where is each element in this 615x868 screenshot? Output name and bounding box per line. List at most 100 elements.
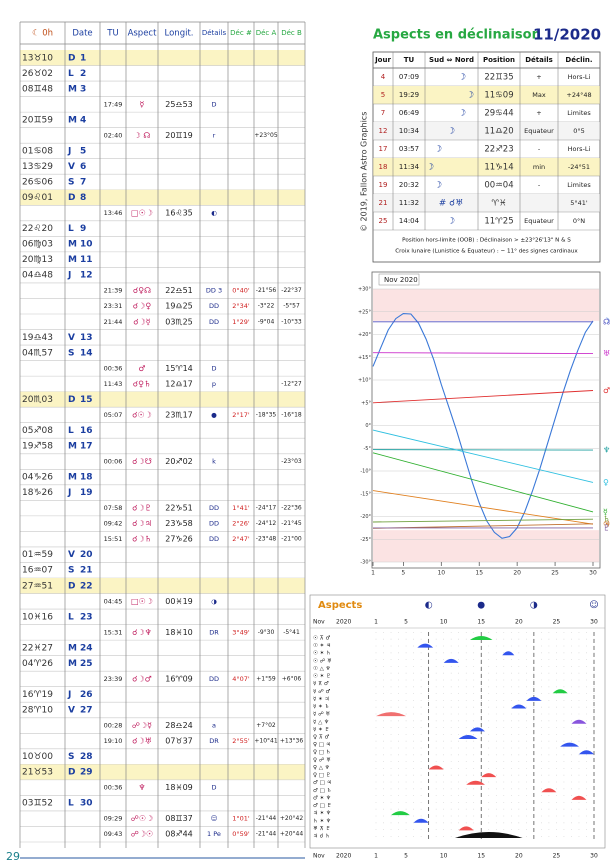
decl-details: - bbox=[538, 181, 541, 189]
cell-longit: 20♐02 bbox=[165, 457, 193, 466]
cell-day: 7 bbox=[80, 178, 86, 188]
cell-weekday: D bbox=[68, 395, 75, 405]
y-tick-label: -20° bbox=[360, 514, 371, 520]
aspect-bump bbox=[417, 643, 434, 648]
cell-longit: 22♑51 bbox=[165, 504, 193, 513]
aspect-label: ♃ ✶ ♆ bbox=[313, 810, 331, 817]
decl-jour: 21 bbox=[379, 199, 388, 207]
header-cell: Longit. bbox=[165, 29, 194, 39]
cell-longit: 25♎53 bbox=[165, 100, 193, 109]
cell-details: D bbox=[211, 784, 216, 792]
chart-title: Nov 2020 bbox=[384, 276, 418, 284]
aspect-label: ☿ ☍ ♅ bbox=[313, 711, 330, 718]
cell-longit: 16♈09 bbox=[165, 674, 193, 683]
aspect-label: ☉ ✶ ♃ bbox=[313, 642, 331, 649]
cell-aspect: ☍☽☉ bbox=[131, 830, 153, 839]
cell-longit: 12♎17 bbox=[165, 379, 193, 388]
cell-dec: 3°49' bbox=[232, 628, 250, 636]
cell-weekday: D bbox=[68, 53, 75, 63]
decl-details: + bbox=[536, 73, 541, 81]
cell-day: 5 bbox=[80, 146, 86, 156]
row-highlight bbox=[20, 391, 305, 408]
aspect-label: ♂ □ ♄ bbox=[313, 787, 332, 794]
decl-note: Position hors-limite (OOB) : Déclinaison… bbox=[402, 237, 571, 244]
series-label: ♀ bbox=[603, 478, 609, 487]
x-tick-label: 25 bbox=[553, 853, 561, 860]
cell-day: 18 bbox=[80, 473, 93, 483]
decl-sud-nord: ☽ bbox=[447, 217, 455, 227]
series-label: ♂ bbox=[603, 386, 610, 395]
aspect-label: ♄ ✶ ♆ bbox=[313, 817, 331, 824]
decl-sud-nord: ☽ bbox=[466, 91, 474, 101]
cell-weekday: S bbox=[68, 178, 74, 188]
aspect-bump bbox=[502, 651, 515, 656]
cell-dec-a: -9°30 bbox=[258, 629, 275, 636]
cell-weekday: S bbox=[68, 752, 74, 762]
cell-moon: 01♒59 bbox=[22, 550, 53, 560]
cell-weekday: L bbox=[68, 799, 74, 809]
cell-tu: 09:42 bbox=[104, 520, 123, 528]
cell-aspect: ☌☽☿ bbox=[133, 317, 150, 326]
cell-aspect: ☌☽☋ bbox=[132, 457, 152, 466]
cell-longit: 20♊19 bbox=[165, 131, 193, 140]
decl-sud-nord: ☽ bbox=[447, 127, 455, 137]
x-tick-label: 1 bbox=[374, 853, 378, 860]
cell-dec-a: +1°59 bbox=[256, 675, 276, 682]
cell-aspect: ☌♀☊ bbox=[133, 286, 151, 295]
cell-dec-b: -5°41 bbox=[283, 629, 300, 636]
series-line bbox=[372, 313, 594, 539]
decl-jour: 12 bbox=[379, 127, 388, 135]
aspect-bump bbox=[469, 636, 493, 640]
decl-declin: Hors-Li bbox=[568, 145, 591, 153]
cell-day: 8 bbox=[80, 193, 86, 203]
cell-moon: 04♎48 bbox=[22, 271, 53, 281]
x-tick-label: 10 bbox=[440, 619, 448, 626]
header-cell: Déc A bbox=[256, 29, 277, 37]
cell-day: 3 bbox=[80, 84, 86, 94]
x-tick-label: 10 bbox=[440, 853, 448, 860]
cell-moon: 22♓27 bbox=[22, 643, 53, 653]
decl-header: Jour bbox=[374, 56, 391, 64]
phase-symbol: ☺ bbox=[589, 600, 598, 611]
decl-header: TU bbox=[404, 56, 415, 64]
x-tick-label: 30 bbox=[590, 619, 598, 626]
x-tick-label: 20 bbox=[515, 853, 523, 860]
aspect-bump bbox=[469, 727, 485, 732]
decl-header: Déclin. bbox=[565, 56, 592, 64]
aspect-label: ☿ △ ♆ bbox=[313, 718, 329, 725]
cell-day: 23 bbox=[80, 612, 93, 622]
timeline-title: Aspects bbox=[318, 600, 362, 611]
cell-tu: 00:36 bbox=[104, 364, 123, 372]
decl-jour: 25 bbox=[379, 217, 388, 225]
cell-moon: 08♊48 bbox=[22, 84, 53, 94]
x-tick-label: 5 bbox=[404, 853, 408, 860]
cell-day: 16 bbox=[80, 426, 93, 436]
cell-day: 29 bbox=[80, 768, 93, 778]
cell-tu: 07:58 bbox=[104, 504, 123, 512]
aspect-label: ☉ △ ♆ bbox=[313, 665, 331, 672]
cell-dec-b: -21°45 bbox=[281, 520, 302, 527]
aspect-label: ♅ ⊼ ♇ bbox=[313, 825, 330, 832]
cell-moon: 04♈26 bbox=[22, 659, 53, 669]
cell-dec: 2°34' bbox=[232, 302, 250, 310]
decl-tu: 06:49 bbox=[399, 109, 419, 117]
cell-aspect: ☿ bbox=[140, 100, 145, 109]
cell-dec-b: -16°18 bbox=[281, 411, 302, 418]
series-line bbox=[372, 452, 594, 513]
x-tick-label: 1 bbox=[371, 570, 375, 577]
decl-sud-nord: ☽ bbox=[458, 109, 466, 119]
decl-position: 11♈25 bbox=[484, 217, 513, 227]
header-cell: Aspect bbox=[128, 29, 158, 39]
aspect-bump bbox=[571, 795, 587, 800]
year-label: 2020 bbox=[336, 853, 351, 860]
cell-tu: 23:31 bbox=[104, 302, 123, 310]
cell-moon: 20♊59 bbox=[22, 115, 53, 125]
cell-weekday: M bbox=[68, 115, 77, 125]
decl-jour: 7 bbox=[381, 109, 385, 117]
cell-moon: 04♑26 bbox=[22, 473, 53, 483]
cell-aspect: ♆ bbox=[138, 783, 145, 792]
cell-weekday: M bbox=[68, 240, 77, 250]
decl-jour: 5 bbox=[381, 91, 385, 99]
oob-band bbox=[373, 289, 599, 321]
